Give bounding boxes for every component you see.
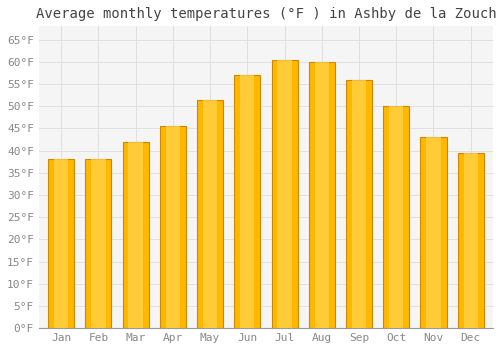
Bar bbox=[426, 137, 440, 328]
Bar bbox=[160, 126, 186, 328]
Bar bbox=[464, 153, 478, 328]
Bar bbox=[272, 60, 297, 328]
Bar bbox=[54, 160, 68, 328]
Bar bbox=[389, 106, 404, 328]
Bar bbox=[48, 160, 74, 328]
Bar bbox=[346, 79, 372, 328]
Bar bbox=[278, 60, 291, 328]
Bar bbox=[458, 153, 483, 328]
Bar bbox=[166, 126, 180, 328]
Bar bbox=[234, 75, 260, 328]
Bar bbox=[86, 160, 112, 328]
Bar bbox=[122, 142, 148, 328]
Bar bbox=[352, 79, 366, 328]
Bar bbox=[91, 160, 106, 328]
Bar bbox=[128, 142, 143, 328]
Bar bbox=[314, 62, 329, 328]
Bar bbox=[240, 75, 254, 328]
Bar bbox=[197, 99, 223, 328]
Bar bbox=[308, 62, 335, 328]
Bar bbox=[383, 106, 409, 328]
Bar bbox=[203, 99, 217, 328]
Title: Average monthly temperatures (°F ) in Ashby de la Zouch: Average monthly temperatures (°F ) in As… bbox=[36, 7, 496, 21]
Bar bbox=[420, 137, 446, 328]
